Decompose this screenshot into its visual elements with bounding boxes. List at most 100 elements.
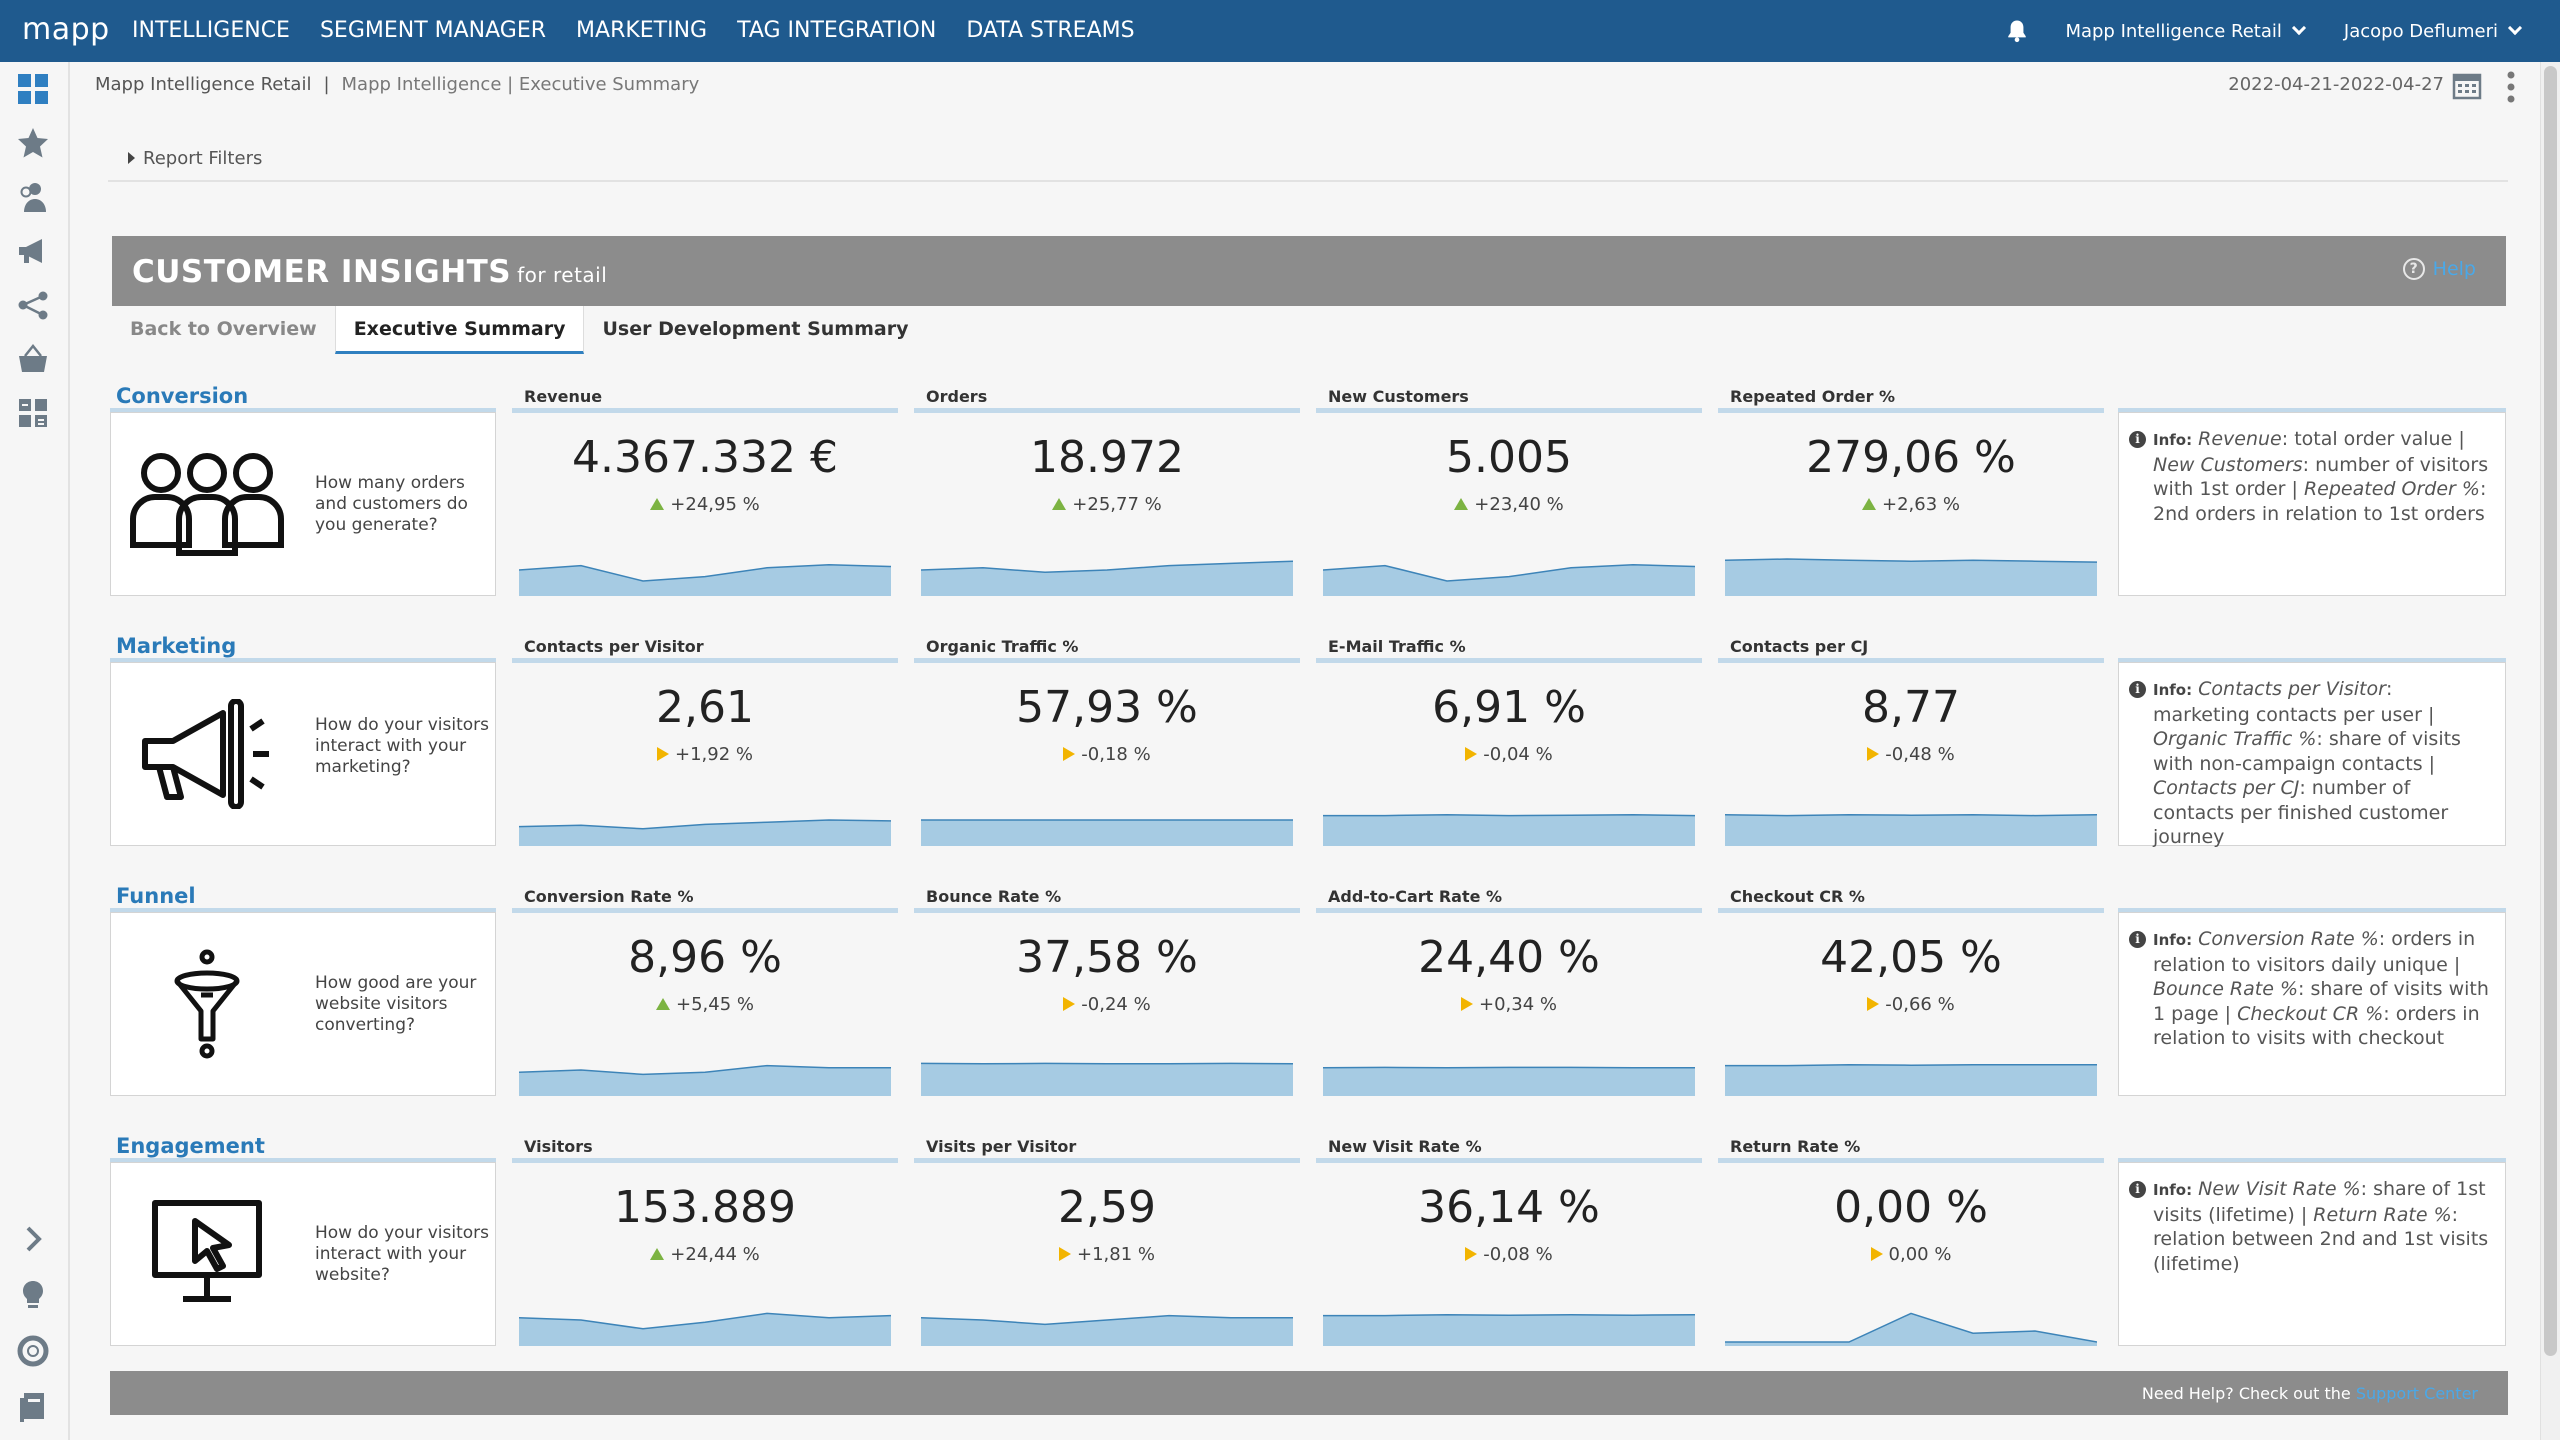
user-menu[interactable]: Jacopo Deflumeri xyxy=(2344,20,2523,42)
kpi-delta: +0,34 % xyxy=(1319,994,1699,1015)
sparkline-line xyxy=(1725,558,2097,563)
section-intro-card: How many orders and customers do you gen… xyxy=(110,412,496,596)
chevron-down-icon xyxy=(2507,20,2523,36)
kpi-delta-value: -0,48 % xyxy=(1885,744,1955,765)
kpi-delta: -0,48 % xyxy=(1721,744,2101,765)
info-label: Info: xyxy=(2153,681,2193,699)
sparkline-area xyxy=(1323,814,1695,846)
info-icon: i xyxy=(2129,931,2146,948)
tab-user-development-summary[interactable]: User Development Summary xyxy=(602,318,909,340)
kpi-delta: +24,95 % xyxy=(515,494,895,515)
account-selector[interactable]: Mapp Intelligence Retail xyxy=(2065,21,2306,42)
mapp-logo[interactable]: mapp xyxy=(22,12,110,47)
kpi-label: Visitors xyxy=(524,1137,593,1156)
calculator-icon[interactable] xyxy=(16,396,50,430)
lifebuoy-icon[interactable] xyxy=(16,1334,50,1368)
sparkline-area xyxy=(519,1313,891,1346)
users-icon[interactable] xyxy=(16,180,50,214)
kpi-tile[interactable]: 153.889 +24,44 % xyxy=(515,1162,895,1346)
kpi-delta: -0,66 % xyxy=(1721,994,2101,1015)
megaphone-icon[interactable] xyxy=(16,234,50,268)
basket-icon[interactable] xyxy=(16,342,50,376)
kpi-tile[interactable]: 57,93 % -0,18 % xyxy=(917,662,1297,846)
footer-help-text: Need Help? Check out the Support Center xyxy=(2142,1384,2478,1403)
info-label: Info: xyxy=(2153,431,2193,449)
kpi-value: 6,91 % xyxy=(1432,682,1586,733)
kpi-tile[interactable]: 8,77 -0,48 % xyxy=(1721,662,2101,846)
sparkline-line xyxy=(921,560,1293,573)
more-options-icon[interactable] xyxy=(2506,70,2516,104)
date-range[interactable]: 2022-04-21-2022-04-27 xyxy=(2228,74,2444,95)
info-term: Checkout CR % xyxy=(2237,1002,2384,1025)
info-definition: : 2nd orders in relation to 1st orders xyxy=(2153,478,2487,525)
help-link[interactable]: ? Help xyxy=(2402,258,2476,280)
support-center-link[interactable]: Support Center xyxy=(2355,1384,2478,1403)
kpi-tile[interactable]: 42,05 % -0,66 % xyxy=(1721,912,2101,1096)
kpi-accent-bar xyxy=(512,658,898,663)
kpi-delta: 0,00 % xyxy=(1721,1244,2101,1265)
info-label: Info: xyxy=(2153,931,2193,949)
kpi-delta: +23,40 % xyxy=(1319,494,1699,515)
kpi-tile[interactable]: 279,06 % +2,63 % xyxy=(1721,412,2101,596)
section-accent-bar xyxy=(110,408,496,413)
kpi-tile[interactable]: 2,61 +1,92 % xyxy=(515,662,895,846)
kpi-tile[interactable]: 24,40 % +0,34 % xyxy=(1319,912,1699,1096)
info-icon: i xyxy=(2129,1181,2146,1198)
sparkline-area xyxy=(1725,1064,2097,1096)
info-term: Revenue xyxy=(2198,428,2282,450)
tab-executive-summary[interactable]: Executive Summary xyxy=(334,306,585,354)
report-filters-toggle[interactable]: Report Filters xyxy=(128,148,262,169)
kpi-sparkline xyxy=(1725,1312,2097,1346)
star-icon[interactable] xyxy=(16,126,50,160)
breadcrumb-root[interactable]: Mapp Intelligence Retail xyxy=(95,74,312,95)
kpi-delta: +1,92 % xyxy=(515,744,895,765)
kpi-tile[interactable]: 2,59 +1,81 % xyxy=(917,1162,1297,1346)
kpi-tile[interactable]: 36,14 % -0,08 % xyxy=(1319,1162,1699,1346)
kpi-sparkline xyxy=(921,819,1293,846)
kpi-tile[interactable]: 4.367.332 € +24,95 % xyxy=(515,412,895,596)
kpi-delta-value: -0,04 % xyxy=(1483,744,1553,765)
nav-tag-integration[interactable]: TAG INTEGRATION xyxy=(737,18,937,43)
bell-icon[interactable] xyxy=(2003,17,2031,45)
lightbulb-icon[interactable] xyxy=(16,1278,50,1312)
kpi-value: 57,93 % xyxy=(1016,682,1198,733)
nav-intelligence[interactable]: INTELLIGENCE xyxy=(132,18,290,43)
kpi-delta: -0,04 % xyxy=(1319,744,1699,765)
kpi-sparkline xyxy=(921,1062,1293,1096)
info-definition: : number of visitors with 1st order | xyxy=(2153,453,2489,501)
kpi-delta-value: -0,66 % xyxy=(1885,994,1955,1015)
share-icon[interactable] xyxy=(16,288,50,322)
nav-marketing[interactable]: MARKETING xyxy=(576,18,708,43)
kpi-delta-value: -0,08 % xyxy=(1483,1244,1553,1265)
kpi-accent-bar xyxy=(512,1158,898,1163)
help-label: Help xyxy=(2432,258,2476,280)
kpi-tile[interactable]: 5.005 +23,40 % xyxy=(1319,412,1699,596)
expand-chevron-icon[interactable] xyxy=(16,1222,50,1256)
kpi-tile[interactable]: 18.972 +25,77 % xyxy=(917,412,1297,596)
breadcrumb-path[interactable]: Mapp Intelligence | Executive Summary xyxy=(341,74,700,95)
kpi-value: 4.367.332 € xyxy=(572,432,838,483)
tab-bar: Back to Overview Executive Summary User … xyxy=(112,306,926,354)
kpi-accent-bar xyxy=(1316,408,1702,413)
sparkline-area xyxy=(519,820,891,846)
sparkline-line xyxy=(1323,1313,1695,1317)
monitor-cursor-icon xyxy=(127,1199,287,1309)
section-question: How good are your website visitors conve… xyxy=(315,973,477,1035)
trend-flat-icon xyxy=(1063,997,1076,1011)
kpi-label: E-Mail Traffic % xyxy=(1328,637,1466,656)
scrollbar-thumb[interactable] xyxy=(2544,66,2557,1356)
trend-up-icon xyxy=(650,498,665,510)
kpi-label: Contacts per Visitor xyxy=(524,637,704,656)
calendar-icon[interactable] xyxy=(2452,70,2482,100)
kpi-tile[interactable]: 0,00 % 0,00 % xyxy=(1721,1162,2101,1346)
kpi-tile[interactable]: 6,91 % -0,04 % xyxy=(1319,662,1699,846)
nav-segment-manager[interactable]: SEGMENT MANAGER xyxy=(319,18,547,43)
section-title: Marketing xyxy=(116,634,237,658)
kpi-tile[interactable]: 37,58 % -0,24 % xyxy=(917,912,1297,1096)
nav-data-streams[interactable]: DATA STREAMS xyxy=(966,18,1135,43)
dashboard-icon[interactable] xyxy=(16,72,50,106)
book-icon[interactable] xyxy=(16,1390,50,1424)
section-intro-card: How good are your website visitors conve… xyxy=(110,912,496,1096)
kpi-tile[interactable]: 8,96 % +5,45 % xyxy=(515,912,895,1096)
tab-back-to-overview[interactable]: Back to Overview xyxy=(130,318,317,340)
